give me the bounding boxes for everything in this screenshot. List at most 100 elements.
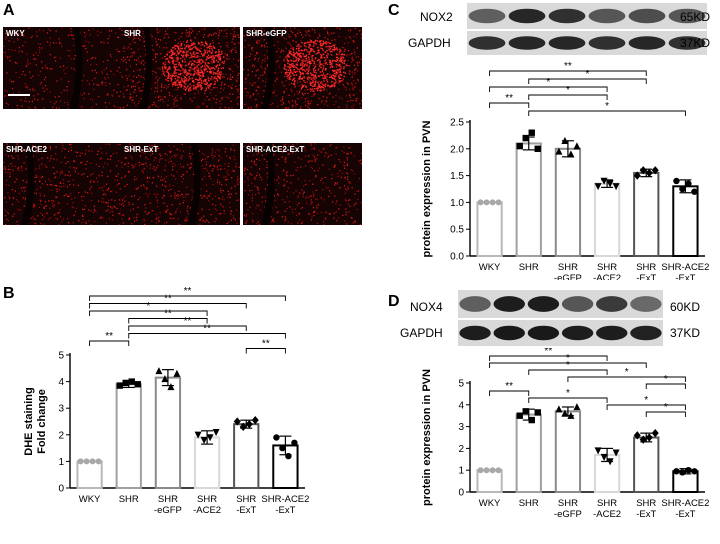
significance-bracket: [89, 295, 286, 301]
data-point: [673, 177, 680, 185]
data-point: [483, 199, 490, 206]
x-tick-label: SHR: [597, 498, 617, 509]
significance-label: **: [544, 348, 552, 357]
blot-d-gapdh-image: [458, 320, 663, 346]
significance-bracket: [128, 318, 208, 324]
data-point: [477, 467, 484, 474]
data-point: [600, 177, 608, 185]
micrograph-label: WKY: [6, 29, 25, 38]
data-point: [212, 428, 220, 436]
x-tick-label: -ExT: [675, 273, 695, 280]
data-point: [534, 145, 541, 152]
y-tick-label: 2: [58, 430, 64, 441]
chart-d-nox4-expression: 0 1 2 3 4 5 protein expression in PVN WKY SHR SHR…: [421, 348, 709, 520]
significance-bracket: [528, 110, 686, 116]
blot-band: [468, 8, 506, 24]
significance-bracket: [606, 404, 686, 410]
significance-label: **: [505, 93, 513, 104]
y-tick-label: 5: [58, 351, 64, 362]
micrograph-shr: SHR: [121, 27, 240, 109]
bar: [476, 469, 503, 493]
blot-d-nox4-label: NOX4: [410, 300, 443, 314]
x-tick-label: SHR: [558, 262, 578, 273]
data-point: [251, 416, 259, 425]
data-point: [233, 417, 241, 426]
x-tick-label: WKY: [479, 498, 501, 509]
blot-bands: [458, 290, 663, 318]
x-tick-label: SHR-ACE2: [661, 498, 709, 509]
data-point: [567, 150, 575, 158]
panel-d-letter: D: [388, 293, 400, 310]
data-point: [528, 129, 535, 136]
x-tick-label: -ExT: [636, 273, 656, 280]
x-tick-label: SHR: [558, 498, 578, 509]
micrograph-label: SHR-eGFP: [246, 29, 287, 38]
data-point: [495, 199, 502, 206]
data-point: [528, 416, 535, 424]
bar: [633, 171, 660, 257]
significance-label: **: [164, 309, 172, 320]
significance-bracket: [489, 70, 647, 76]
data-point: [600, 453, 608, 461]
data-point: [685, 467, 692, 474]
x-tick-label: WKY: [479, 262, 501, 273]
x-tick-label: SHR-ACE2: [661, 262, 709, 273]
data-point: [89, 458, 96, 465]
significance-bracket: [89, 340, 130, 346]
bar: [672, 185, 699, 258]
blot-band: [561, 296, 594, 312]
significance-bracket: [528, 397, 608, 403]
micrograph-image: [243, 143, 362, 225]
blot-bands: [458, 320, 663, 346]
data-point: [291, 439, 298, 446]
y-tick-label: 5: [458, 379, 464, 390]
significance-label: *: [146, 301, 150, 312]
significance-bracket: [89, 303, 247, 309]
x-tick-label: SHR: [519, 262, 539, 273]
significance-label: **: [505, 381, 513, 392]
x-tick-label: SHR: [236, 494, 256, 505]
data-point: [594, 447, 602, 455]
x-tick-label: -ExT: [275, 505, 295, 516]
x-tick-label: SHR: [158, 494, 178, 505]
data-point: [134, 381, 141, 388]
data-point: [534, 409, 541, 416]
bar: [193, 436, 221, 490]
micrograph-image: [3, 27, 122, 109]
y-tick-label: 2.0: [450, 144, 464, 155]
micrograph-image: [3, 143, 122, 225]
x-tick-label: SHR: [197, 494, 217, 505]
blot-band: [548, 8, 586, 24]
y-tick-label: 1.5: [450, 171, 464, 182]
y-tick-label: 1.0: [450, 198, 464, 209]
bar: [633, 436, 660, 493]
data-point: [77, 458, 84, 465]
significance-label: *: [625, 367, 629, 378]
significance-bracket: [528, 94, 608, 100]
x-tick-label: -eGFP: [554, 273, 582, 280]
blot-d-gapdh-kd: 37KD: [670, 326, 701, 340]
y-tick-label: 0: [58, 484, 64, 495]
y-tick-label: 2.5: [450, 118, 464, 129]
x-tick-label: -ExT: [636, 509, 656, 520]
y-axis-label: DHE staining: [23, 387, 35, 455]
y-tick-label: 2: [458, 444, 464, 455]
y-tick-label: 4: [458, 400, 464, 411]
micrograph-label: SHR-ExT: [124, 145, 159, 154]
y-tick-label: 1: [58, 457, 64, 468]
data-point: [612, 183, 620, 191]
data-point: [128, 378, 135, 385]
x-tick-label: -eGFP: [154, 505, 182, 516]
data-point: [561, 136, 569, 144]
y-tick-label: 0: [458, 488, 464, 499]
data-point: [483, 467, 490, 474]
significance-label: *: [664, 374, 668, 385]
blot-c-nox2-label: NOX2: [420, 10, 453, 24]
y-tick-label: 3: [58, 404, 64, 415]
data-point: [651, 428, 659, 438]
significance-label: **: [203, 324, 211, 335]
blot-band: [628, 8, 666, 24]
significance-label: **: [564, 61, 572, 72]
micrograph-shr-ace2-ext: SHR-ACE2-ExT: [243, 143, 362, 225]
